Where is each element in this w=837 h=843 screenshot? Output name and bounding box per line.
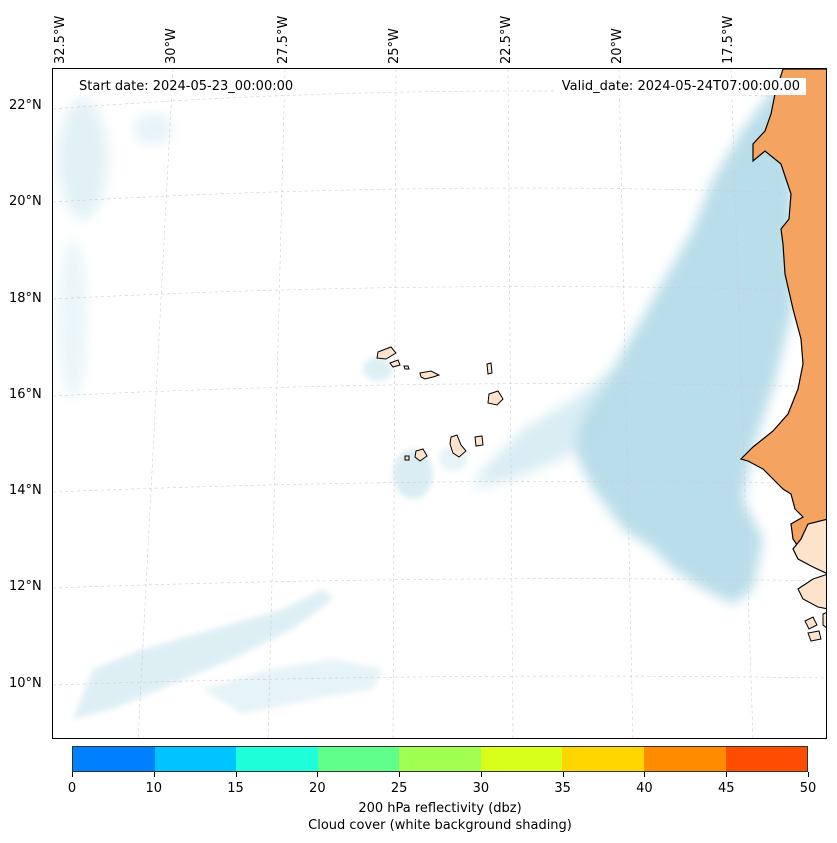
colorbar-tickmark	[399, 772, 401, 777]
gridline-lat-12n	[53, 578, 826, 589]
island-santiago	[449, 434, 467, 458]
map-canvas	[53, 69, 826, 738]
colorbar-tick-label: 0	[67, 781, 77, 796]
colorbar-segment-3	[317, 747, 400, 771]
colorbar-tickmark	[235, 772, 237, 777]
map-panel[interactable]: Start date: 2024-05-23_00:00:00 Valid_da…	[52, 68, 827, 739]
island-sao-nicolau	[419, 370, 441, 380]
bijagos-island-1	[804, 616, 818, 630]
island-brava	[404, 455, 410, 461]
colorbar-tick-label: 20	[309, 781, 326, 796]
bijagos-coast	[797, 574, 826, 610]
colorbar-tick-label: 35	[554, 781, 571, 796]
lat-label-10n: 10°N	[9, 676, 42, 691]
lon-label-20w: 20°W	[610, 28, 625, 64]
cloud-cover-shading	[58, 69, 793, 719]
gridline-lat-16n	[53, 383, 826, 397]
colorbar-tickmark	[644, 772, 646, 777]
reflectivity-colorbar	[72, 746, 808, 772]
lon-label-30w: 30°W	[164, 28, 179, 64]
lat-label-14n: 14°N	[9, 483, 42, 498]
gridline-lon-22-5w	[507, 69, 514, 738]
island-sal	[486, 362, 493, 375]
colorbar-segment-7	[643, 747, 726, 771]
colorbar-tickmark	[562, 772, 564, 777]
cloud-band-coastal	[573, 69, 793, 604]
colorbar-tick-label: 40	[636, 781, 653, 796]
cloud-streak-south	[203, 659, 383, 714]
lat-label-20n: 20°N	[9, 194, 42, 209]
colorbar-tick-label: 15	[227, 781, 244, 796]
lon-label-32-5w: 32.5°W	[53, 15, 68, 64]
lat-label-12n: 12°N	[9, 579, 42, 594]
colorbar-tickmark	[808, 772, 809, 777]
graticule	[53, 69, 826, 738]
colorbar-segment-8	[725, 747, 808, 771]
bijagos-island-2	[807, 630, 822, 642]
west-africa-land-south	[792, 518, 826, 574]
colorbar-tick-label: 30	[472, 781, 490, 796]
start-date-label: Start date: 2024-05-23_00:00:00	[73, 78, 300, 95]
colorbar-segment-0	[73, 747, 155, 771]
colorbar-segment-1	[154, 747, 237, 771]
lon-label-25w: 25°W	[387, 28, 402, 64]
gridline-lon-27-5w	[267, 69, 286, 738]
cloud-patch-islands-north	[363, 357, 393, 381]
colorbar-segment-4	[399, 747, 481, 771]
colorbar-segment-6	[562, 747, 644, 771]
colorbar-tick-label: 25	[390, 781, 408, 796]
colorbar-tickmark	[153, 772, 155, 777]
colorbar-tickmark	[317, 772, 319, 777]
colorbar-label-reflectivity: 200 hPa reflectivity (dbz)	[358, 801, 522, 816]
lon-label-17-5w: 17.5°W	[721, 15, 736, 64]
island-sao-vicente	[389, 359, 401, 368]
colorbar-tickmark	[726, 772, 728, 777]
colorbar-segment-5	[480, 747, 563, 771]
colorbar-tickmark	[72, 772, 73, 777]
colorbar-tick-label: 50	[799, 781, 817, 796]
lat-label-18n: 18°N	[9, 291, 42, 306]
colorbar-segment-2	[236, 747, 318, 771]
gridline-lon-25w	[392, 69, 397, 738]
cloud-patch-west-strip	[59, 239, 87, 399]
lat-label-22n: 22°N	[9, 98, 42, 113]
lon-label-27-5w: 27.5°W	[276, 15, 291, 64]
bijagos-island-3	[822, 612, 826, 629]
gridline-lat-20n	[53, 187, 826, 203]
gridline-lat-10n	[53, 675, 826, 686]
island-boa-vista	[487, 390, 504, 406]
gridline-lon-20w	[618, 69, 634, 738]
gridline-lon-30w	[137, 69, 174, 738]
colorbar-tick-label: 10	[145, 781, 163, 796]
lon-label-22-5w: 22.5°W	[499, 15, 514, 64]
cloud-patch-islands-south	[393, 449, 433, 499]
valid-date-label: Valid_date: 2024-05-24T07:00:00.00	[555, 78, 806, 95]
island-maio	[474, 435, 484, 447]
colorbar-tickmark	[480, 772, 482, 777]
cloud-streak-southwest	[73, 589, 333, 719]
gridline-lat-18n	[53, 286, 826, 300]
colorbar-label-cloud-cover: Cloud cover (white background shading)	[308, 818, 572, 833]
cloud-band-central	[473, 369, 613, 489]
gridline-lon-17-5w	[730, 69, 754, 738]
lat-label-16n: 16°N	[9, 387, 42, 402]
island-fogo	[414, 448, 428, 462]
colorbar-tick-label: 45	[717, 781, 735, 796]
island-santo-antao	[376, 346, 397, 360]
gridline-lat-14n	[53, 481, 826, 493]
cloud-patch-northwest	[58, 99, 108, 219]
cloud-patch-north	[133, 114, 173, 144]
cape-verde-islands	[376, 346, 504, 462]
west-africa-land	[739, 69, 826, 570]
island-santa-luzia	[403, 365, 410, 370]
